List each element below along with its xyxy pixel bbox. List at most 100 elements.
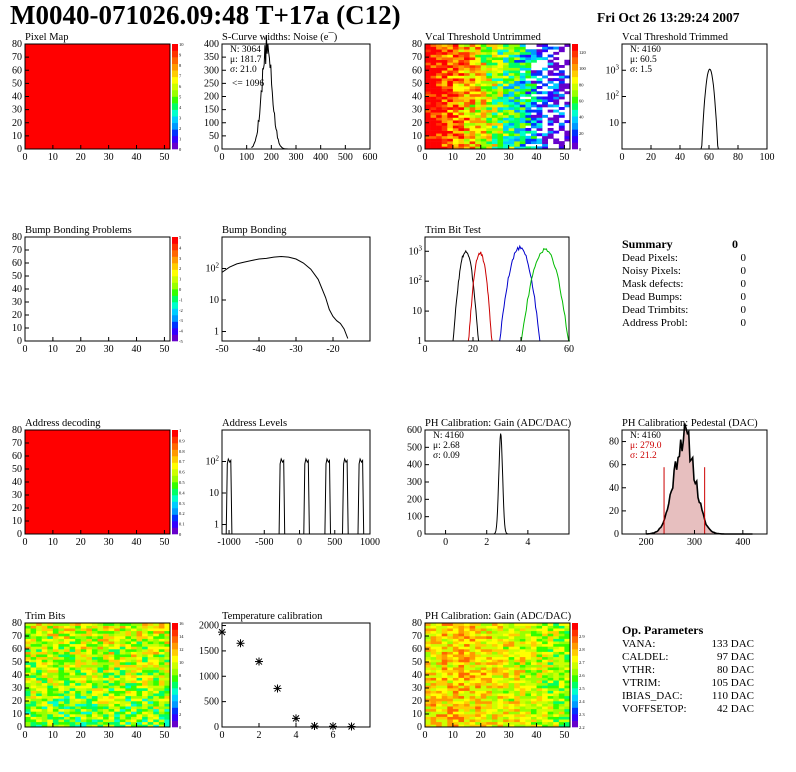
palette-swatch	[172, 720, 178, 728]
heatmap-cell	[447, 654, 454, 658]
heatmap-cell	[564, 86, 571, 89]
heatmap-cell	[475, 91, 482, 95]
heatmap-cell	[480, 675, 487, 678]
y-tick-label: 150	[204, 105, 219, 116]
heatmap-cell	[52, 625, 59, 629]
heatmap-cell	[497, 688, 504, 691]
heatmap-cell	[542, 114, 548, 118]
heatmap-cell	[91, 659, 98, 663]
heatmap-cell	[475, 80, 482, 84]
heatmap-cell	[447, 685, 454, 689]
heatmap-cell	[125, 667, 132, 671]
x-tick-label: 40	[132, 537, 142, 548]
heatmap-cell	[480, 88, 487, 92]
heatmap-cell	[497, 75, 504, 79]
heatmap-cell	[508, 72, 515, 76]
heatmap-cell	[36, 630, 43, 634]
heatmap-cell	[542, 701, 548, 704]
heatmap-cell	[119, 641, 126, 645]
heatmap-cell	[480, 688, 487, 691]
palette-label: 5	[179, 235, 182, 240]
heatmap-cell	[47, 711, 54, 715]
heatmap-cell	[147, 656, 154, 660]
heatmap-cell	[441, 51, 448, 55]
x-tick-label: 200	[639, 537, 654, 548]
heatmap-cell	[153, 633, 160, 637]
heatmap-cell	[64, 630, 70, 634]
heatmap-cell	[491, 662, 498, 665]
op-param-label: VTHR:	[622, 664, 655, 676]
heatmap-cell	[447, 128, 454, 131]
heatmap-cell	[514, 698, 521, 702]
heatmap-cell	[441, 646, 448, 650]
heatmap-cell	[480, 628, 487, 632]
x-tick-label: 20	[76, 537, 86, 548]
heatmap-cell	[452, 109, 459, 113]
heatmap-cell	[164, 636, 171, 639]
heatmap-cell	[75, 708, 82, 712]
heatmap-cell	[508, 93, 515, 97]
heatmap-cell	[425, 80, 431, 84]
heatmap-cell	[469, 93, 476, 97]
heatmap-cell	[469, 690, 476, 694]
heatmap-cell	[469, 120, 476, 124]
heatmap-cell	[452, 86, 459, 89]
heatmap-cell	[469, 101, 476, 105]
heatmap-cell	[564, 59, 571, 63]
heatmap-cell	[558, 690, 565, 694]
heatmap-cell	[519, 114, 526, 118]
heatmap-cell	[114, 659, 121, 663]
heatmap-cell	[536, 654, 543, 658]
heatmap-cell	[425, 656, 431, 660]
heatmap-cell	[547, 721, 554, 725]
heatmap-cell	[519, 643, 526, 647]
palette-swatch	[572, 57, 578, 64]
stat-sigma: σ: 21.0	[230, 65, 257, 75]
heatmap-cell	[158, 659, 165, 663]
heatmap-cell	[497, 633, 504, 637]
heatmap-cell	[530, 646, 537, 650]
heatmap-cell	[530, 643, 537, 647]
heatmap-cell	[486, 93, 493, 97]
heatmap-cell	[430, 711, 437, 715]
heatmap-cell	[425, 88, 431, 92]
heatmap-cell	[530, 672, 537, 676]
heatmap-cell	[530, 708, 537, 712]
heatmap-cell	[108, 721, 115, 725]
heatmap-cell	[542, 680, 548, 684]
heatmap-cell	[430, 656, 437, 660]
heatmap-cell	[41, 698, 48, 702]
heatmap-cell	[530, 706, 537, 710]
heatmap-cell	[75, 677, 82, 681]
heatmap-cell	[52, 662, 59, 665]
heatmap-cell	[130, 701, 137, 704]
heatmap-cell	[530, 641, 537, 645]
palette-swatch	[172, 269, 178, 277]
heatmap-cell	[508, 78, 515, 82]
heatmap-cell	[425, 628, 431, 632]
heatmap-cell	[425, 643, 431, 647]
heatmap-cell	[136, 630, 143, 634]
heatmap-cell	[52, 695, 59, 699]
heatmap-cell	[425, 677, 431, 681]
heatmap-cell	[458, 701, 465, 704]
heatmap-cell	[430, 675, 437, 678]
heatmap-cell	[425, 86, 431, 89]
heatmap-cell	[547, 646, 554, 650]
heatmap-cell	[430, 662, 437, 665]
heatmap-cell	[491, 54, 498, 58]
heatmap-cell	[564, 62, 571, 66]
heatmap-cell	[458, 659, 465, 663]
heatmap-cell	[536, 724, 543, 728]
heatmap-cell	[464, 623, 470, 626]
op-param-value: 42 DAC	[717, 703, 754, 715]
heatmap-cell	[491, 91, 498, 95]
heatmap-cell	[447, 680, 454, 684]
heatmap-cell	[503, 54, 509, 58]
heatmap-cell	[525, 662, 532, 665]
heatmap-cell	[41, 682, 48, 686]
heatmap-cell	[130, 724, 137, 728]
heatmap-cell	[41, 685, 48, 689]
heatmap-cell	[142, 659, 148, 663]
heatmap-cell	[441, 669, 448, 673]
